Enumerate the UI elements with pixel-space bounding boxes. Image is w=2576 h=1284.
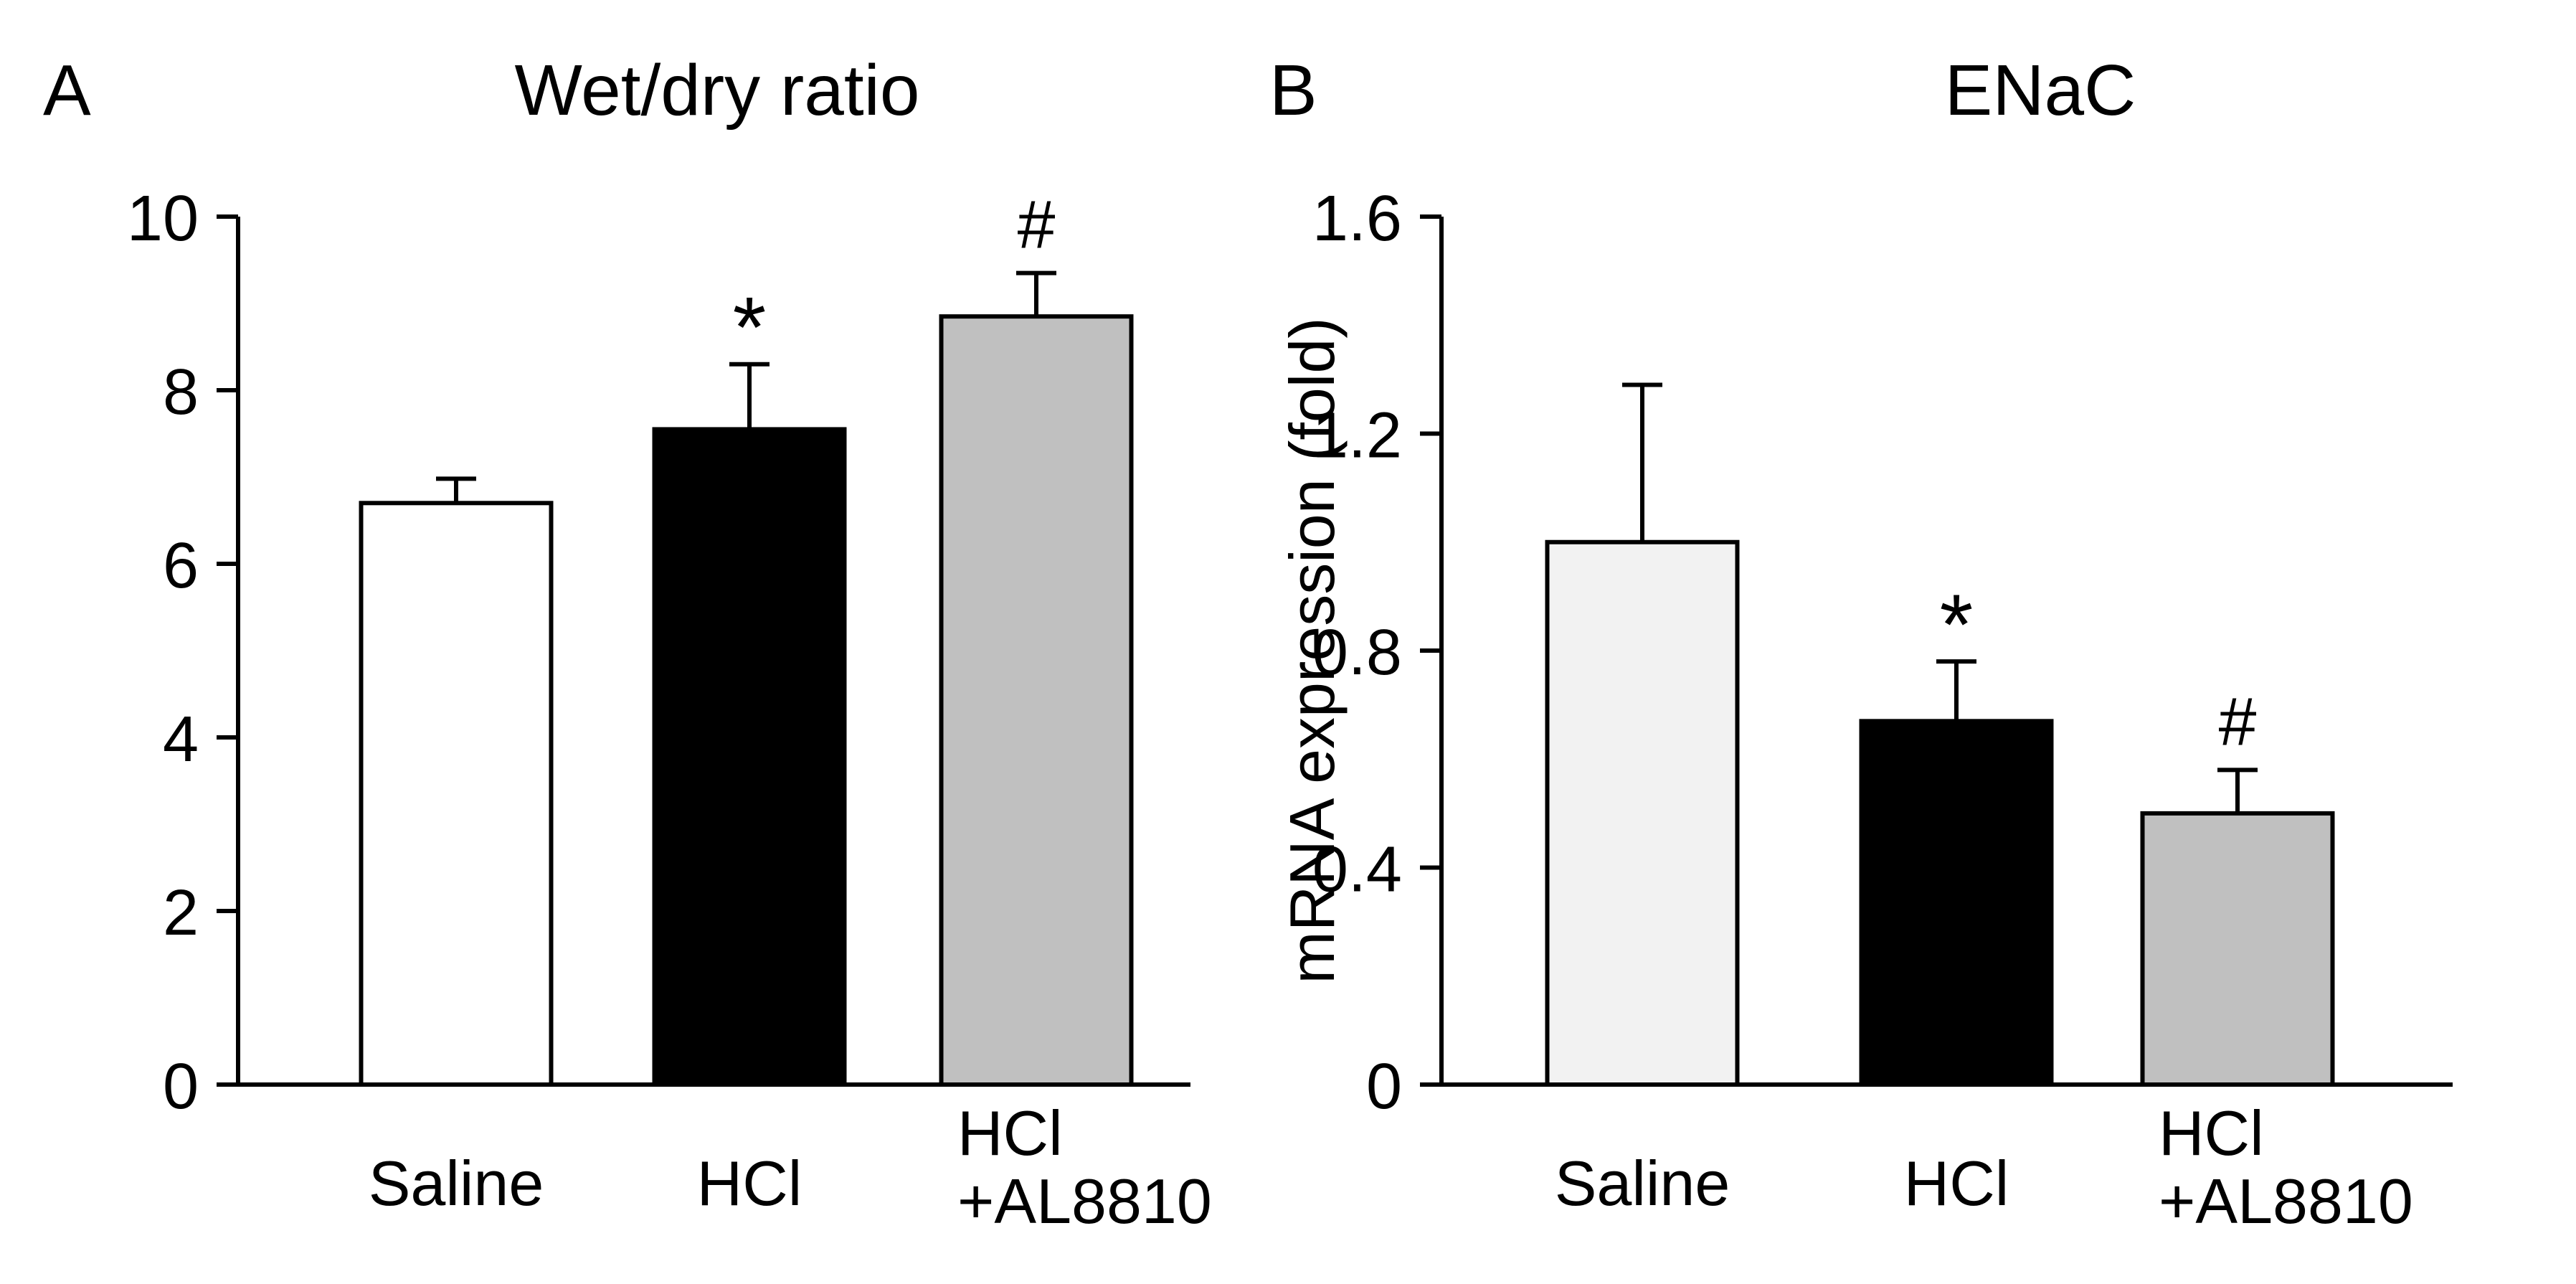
panel-b-category-label: Saline <box>1555 1148 1730 1219</box>
panel-b-y-tick-label: 0.8 <box>1312 617 1402 689</box>
panel-a-bar <box>359 501 554 1087</box>
panel-a-category-label: Saline <box>369 1148 544 1219</box>
panel-b-label: B <box>1269 50 1317 131</box>
panel-b-title: ENaC <box>1945 50 2136 131</box>
panel-a-y-tick-label: 4 <box>163 704 199 775</box>
panel-b-category-label: HCl <box>1904 1148 2009 1219</box>
panel-b-category-label: +AL8810 <box>2159 1166 2413 1237</box>
panel-a-label: A <box>43 50 91 131</box>
panel-b-bar <box>1859 719 2054 1087</box>
panel-a-category-label: HCl <box>697 1148 802 1219</box>
panel-a-category-label: HCl <box>957 1097 1063 1169</box>
panel-a-bar <box>652 427 847 1087</box>
panel-a-y-tick-label: 8 <box>163 357 199 428</box>
panel-b-y-axis-label: mRNA expression (fold) <box>1277 317 1348 983</box>
panel-a-y-tick-label: 10 <box>127 183 199 255</box>
panel-a-category-label: +AL8810 <box>957 1166 1212 1237</box>
panel-a-title: Wet/dry ratio <box>515 50 920 131</box>
panel-b-significance-mark: * <box>1940 577 1974 673</box>
panel-a-y-tick-label: 6 <box>163 530 199 602</box>
panel-a-significance-mark: # <box>1018 187 1056 263</box>
panel-a-y-tick-label: 2 <box>163 877 199 949</box>
panel-a-bar <box>939 314 1134 1087</box>
panel-b-y-tick-label: 0 <box>1366 1051 1402 1123</box>
panel-b-bar <box>2140 811 2335 1087</box>
panel-b-y-tick-label: 1.6 <box>1312 183 1402 255</box>
panel-b-bar <box>1545 539 1740 1087</box>
panel-b-y-tick-label: 1.2 <box>1312 400 1402 472</box>
panel-a-y-tick-label: 0 <box>163 1051 199 1123</box>
panel-b-category-label: HCl <box>2159 1097 2264 1169</box>
panel-b-significance-mark: # <box>2219 684 2257 760</box>
panel-b-y-tick-label: 0.4 <box>1312 834 1402 906</box>
panel-a-significance-mark: * <box>733 280 767 376</box>
